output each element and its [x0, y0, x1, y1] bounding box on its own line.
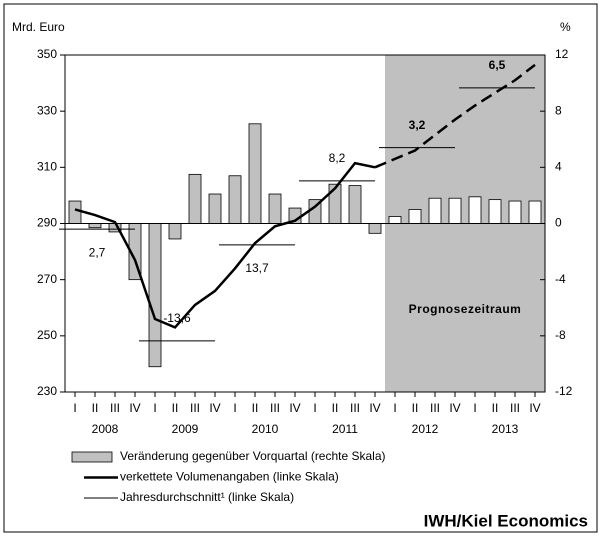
x-tick-label: IV — [209, 401, 220, 415]
bar — [368, 223, 382, 234]
volume-line — [74, 161, 376, 329]
x-tick-label: II — [492, 401, 499, 415]
y-tick-label: 330 — [37, 103, 57, 117]
y2-tick-label: -4 — [555, 272, 566, 286]
bar — [448, 197, 462, 224]
year-label: 2012 — [412, 422, 439, 436]
year-label: 2009 — [172, 422, 199, 436]
bar — [488, 199, 502, 224]
bar — [68, 200, 82, 224]
year-label: 2008 — [92, 422, 119, 436]
y2-tick-label: 4 — [555, 160, 562, 174]
x-tick-label: I — [473, 401, 476, 415]
x-tick-label: II — [92, 401, 99, 415]
bar — [248, 123, 262, 224]
bar — [148, 223, 162, 368]
legend-label: Veränderung gegenüber Vorquartal (rechte… — [120, 449, 386, 463]
y-tick-label: 270 — [37, 272, 57, 286]
bar — [268, 193, 282, 224]
bar — [168, 223, 182, 240]
y2-tick-label: -8 — [555, 328, 566, 342]
bar — [528, 200, 542, 224]
bar — [188, 173, 202, 224]
annual-annotation: 13,7 — [245, 261, 269, 275]
bar — [388, 216, 402, 224]
annual-annotation: 8,2 — [329, 151, 346, 165]
bar — [208, 193, 222, 224]
y-axis-label: Mrd. Euro — [12, 20, 65, 34]
source: IWH/Kiel Economics — [424, 511, 588, 530]
y-tick-label: 310 — [37, 160, 57, 174]
annual-annotation: 2,7 — [89, 245, 106, 259]
volume-forecast-line — [374, 63, 536, 169]
y-tick-label: 290 — [37, 216, 57, 230]
legend-label: Jahresdurchschnitt¹ (linke Skala) — [120, 490, 294, 504]
x-tick-label: III — [510, 401, 520, 415]
y-tick-label: 350 — [37, 47, 57, 61]
bar — [428, 197, 442, 224]
x-tick-label: III — [430, 401, 440, 415]
x-tick-label: I — [313, 401, 316, 415]
y2-axis-label: % — [560, 20, 571, 34]
y2-tick-label: -12 — [555, 384, 573, 398]
x-tick-label: II — [332, 401, 339, 415]
x-tick-label: II — [172, 401, 179, 415]
x-tick-label: III — [350, 401, 360, 415]
y-tick-label: 250 — [37, 328, 57, 342]
x-tick-label: III — [270, 401, 280, 415]
year-label: 2011 — [332, 422, 358, 436]
x-tick-label: II — [252, 401, 259, 415]
y2-tick-label: 12 — [555, 47, 569, 61]
x-tick-label: III — [110, 401, 120, 415]
annual-annotation: 3,2 — [409, 118, 426, 132]
y2-tick-label: 8 — [555, 103, 562, 117]
x-tick-label: I — [393, 401, 396, 415]
bar — [408, 209, 422, 224]
annual-annotation: 6,5 — [489, 58, 506, 72]
year-label: 2010 — [252, 422, 279, 436]
x-tick-label: IV — [289, 401, 300, 415]
x-tick-label: II — [412, 401, 419, 415]
x-tick-label: I — [153, 401, 156, 415]
x-tick-label: IV — [369, 401, 380, 415]
y-tick-label: 230 — [37, 384, 57, 398]
x-tick-label: IV — [449, 401, 460, 415]
bar — [468, 196, 482, 224]
x-tick-label: IV — [129, 401, 140, 415]
forecast-label: Prognosezeitraum — [409, 302, 522, 316]
annual-annotation: -13,6 — [163, 311, 191, 325]
legend-label: verkettete Volumenangaben (linke Skala) — [120, 470, 339, 484]
x-tick-label: I — [233, 401, 236, 415]
bar — [348, 185, 362, 224]
bar — [508, 200, 522, 224]
bar — [88, 223, 102, 229]
plot-frame — [64, 54, 546, 393]
bar — [228, 175, 242, 224]
x-tick-label: I — [73, 401, 76, 415]
y2-tick-label: 0 — [555, 216, 562, 230]
frame — [3, 3, 598, 533]
x-tick-label: III — [190, 401, 200, 415]
legend-swatch — [71, 451, 113, 463]
x-tick-label: IV — [529, 401, 540, 415]
year-label: 2013 — [492, 422, 519, 436]
